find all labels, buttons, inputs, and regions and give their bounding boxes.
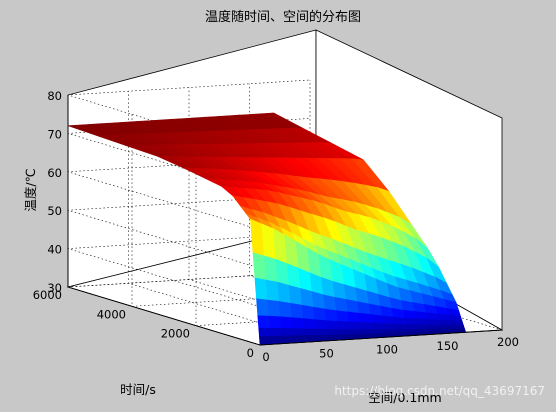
surface-patch — [357, 301, 372, 315]
z-axis-label: 温度/℃ — [23, 168, 38, 211]
surface-patch — [269, 327, 283, 337]
surface-patch — [358, 312, 373, 324]
z-tick-label: 40 — [47, 243, 62, 257]
surface-patch — [383, 323, 397, 330]
x-tick-label: 50 — [319, 346, 334, 360]
surface-patch — [338, 329, 352, 336]
surface-patch — [448, 314, 463, 322]
surface-patch — [372, 329, 386, 334]
z-tick-label: 80 — [47, 89, 62, 103]
surface-patch — [381, 315, 396, 325]
surface-patch — [440, 324, 454, 330]
surface-patch — [303, 318, 317, 330]
surface-patch — [313, 306, 327, 321]
surface-patch — [314, 319, 328, 330]
surface-patch — [427, 319, 441, 326]
surface-mesh — [67, 112, 467, 346]
z-tick-label: 30 — [47, 281, 62, 295]
surface-patch — [254, 277, 269, 301]
y-tick-label: 6000 — [33, 288, 62, 302]
x-axis-label: 空间/0.1mm — [368, 390, 441, 405]
surface-patch — [267, 299, 281, 318]
surface-patch — [416, 318, 430, 326]
y-axis-label: 时间/s — [120, 382, 156, 397]
z-tick-label: 60 — [47, 166, 62, 180]
surface-patch — [270, 335, 284, 345]
surface-patch — [361, 329, 374, 335]
surface-patch — [394, 323, 408, 330]
surface-patch — [293, 335, 307, 344]
z-tick-label: 50 — [47, 204, 62, 218]
x-tick-label: 100 — [376, 343, 398, 357]
y-tick-label: 0 — [247, 346, 254, 360]
surface-patch — [393, 316, 407, 325]
surface-patch — [280, 316, 294, 329]
surface-patch — [325, 320, 340, 330]
axis-lines — [67, 95, 503, 346]
surface-patch — [326, 328, 340, 336]
surface-patch — [349, 329, 363, 335]
surface-patch — [256, 298, 270, 317]
y-tick-label: 4000 — [97, 307, 126, 321]
surface-patch — [300, 288, 314, 308]
surface-patch — [334, 296, 349, 313]
surface-patch — [414, 311, 429, 320]
surface-patch — [277, 281, 292, 304]
surface-patch — [417, 324, 431, 330]
surface-patch — [290, 302, 304, 320]
surface-patch — [292, 328, 306, 336]
surface-patch — [360, 322, 374, 330]
surface-patch — [324, 308, 339, 322]
surface-patch — [403, 309, 417, 320]
surface-patch — [265, 279, 280, 302]
surface-patch — [323, 294, 337, 312]
y-tick-label: 2000 — [161, 327, 190, 341]
x-axis-line — [259, 329, 503, 346]
watermark: https://blog.csdn.net/qq_43697167 — [334, 384, 545, 398]
surface-patch — [259, 335, 272, 346]
surface-patch — [438, 319, 453, 326]
surface-patch — [281, 335, 295, 344]
surface-patch — [336, 310, 350, 323]
surface-patch — [348, 321, 362, 330]
surface-patch — [268, 315, 282, 329]
surface-patch — [370, 314, 384, 324]
surface-patch — [258, 327, 272, 337]
surface-patch — [371, 322, 385, 330]
surface-patch — [288, 284, 303, 306]
x-tick-label: 150 — [437, 339, 459, 353]
surface-patch — [337, 321, 351, 330]
surface-patch — [347, 311, 361, 323]
surface-patch — [451, 324, 465, 329]
surface-patch — [257, 315, 271, 329]
surface-patch — [405, 324, 420, 330]
surface-patch — [315, 328, 329, 336]
surface-patch — [281, 327, 294, 337]
surface-patch — [301, 304, 316, 321]
surface-patch — [291, 317, 305, 330]
chart-title: 温度随时间、空间的分布图 — [205, 9, 361, 25]
surface-patch — [450, 320, 464, 326]
surface-patch — [279, 301, 293, 319]
z-tick-label: 70 — [47, 127, 62, 141]
surface-patch — [345, 299, 360, 314]
surface-patch — [404, 317, 419, 326]
x-tick-label: 200 — [497, 335, 519, 349]
surface-patch — [304, 328, 317, 336]
surface-patch — [428, 324, 442, 330]
grid-line-y — [195, 133, 439, 326]
x-tick-label: 0 — [262, 350, 269, 364]
surface-patch — [425, 312, 440, 321]
y-axis-line — [67, 286, 261, 346]
